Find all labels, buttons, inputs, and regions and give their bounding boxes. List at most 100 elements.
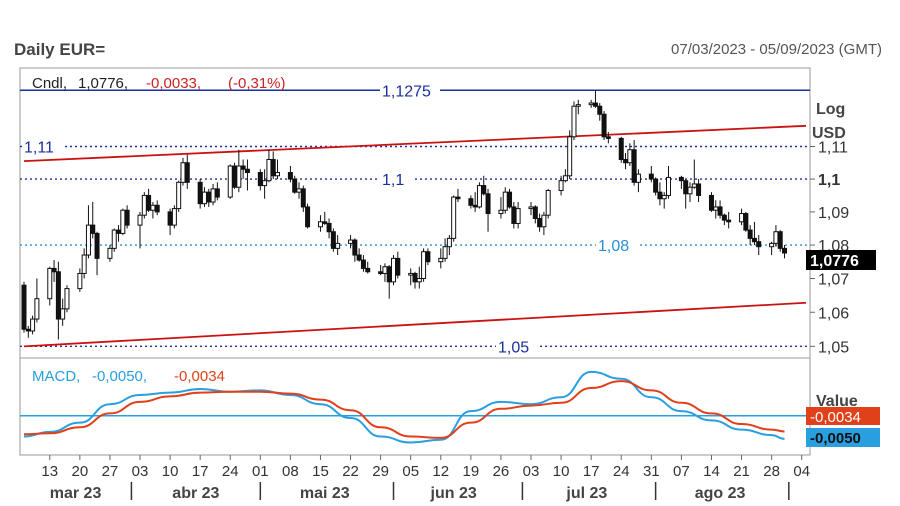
- candle: [30, 315, 36, 335]
- candle: [171, 205, 177, 229]
- candle-body: [85, 224, 91, 256]
- candlesticks[interactable]: [21, 90, 788, 340]
- legend-last: 1,0776,: [78, 75, 128, 92]
- candle: [120, 208, 126, 236]
- candle: [240, 159, 246, 180]
- candle: [232, 162, 238, 189]
- candle: [317, 215, 323, 232]
- candle-body: [167, 211, 173, 226]
- level-label-0: 1,1275: [382, 83, 431, 100]
- candle: [34, 278, 40, 323]
- x-tick-label-6: 24: [222, 463, 239, 480]
- candle-body: [661, 194, 667, 200]
- macd-legend-name: MACD,: [32, 368, 80, 385]
- candle: [94, 231, 100, 276]
- candle-body: [287, 172, 293, 180]
- trend-line-1: [23, 301, 807, 348]
- candle-body: [227, 165, 233, 198]
- candle-body: [756, 241, 762, 248]
- candle-body: [378, 271, 384, 274]
- candle-body: [326, 222, 332, 233]
- month-label-0: mar 23: [50, 485, 102, 502]
- candle: [666, 165, 672, 199]
- candle: [356, 248, 362, 262]
- date-range: 07/03/2023 - 05/09/2023 (GMT): [671, 41, 882, 58]
- candle: [90, 202, 96, 239]
- candle: [421, 248, 427, 282]
- candle: [498, 197, 504, 219]
- macd-badge-label: -0,0050: [810, 430, 861, 447]
- candle: [657, 182, 663, 206]
- x-tick-label-3: 03: [132, 463, 149, 480]
- candle: [360, 255, 366, 272]
- candle: [55, 261, 61, 340]
- candle-body: [201, 191, 207, 205]
- candle-body: [635, 173, 641, 183]
- candle: [197, 179, 203, 209]
- candle: [446, 235, 452, 256]
- candle-body: [210, 188, 216, 203]
- level-label-4: 1,05: [498, 339, 529, 356]
- candle-body: [305, 206, 311, 228]
- level-label-2: 1,1: [382, 172, 404, 189]
- candle: [683, 179, 689, 209]
- candle: [717, 200, 723, 219]
- candle-body: [146, 194, 152, 211]
- candle-body: [515, 208, 521, 224]
- month-label-1: abr 23: [172, 485, 219, 502]
- x-tick-label-18: 17: [583, 463, 600, 480]
- macd-panel-frame: [19, 357, 811, 456]
- candle-body: [206, 191, 212, 203]
- candle: [47, 266, 53, 306]
- candle-body: [605, 136, 611, 139]
- candle: [537, 213, 543, 232]
- candle: [150, 202, 156, 219]
- candle-body: [481, 185, 487, 195]
- candle: [81, 248, 87, 279]
- candle: [416, 266, 422, 289]
- candle: [605, 131, 611, 144]
- candle-body: [541, 214, 547, 228]
- candle-body: [683, 180, 689, 195]
- candle-body: [597, 105, 603, 115]
- candle: [618, 136, 624, 163]
- candle: [335, 235, 341, 256]
- candle: [721, 213, 727, 226]
- candle-body: [386, 266, 392, 283]
- candle-body: [485, 193, 491, 215]
- candle: [562, 169, 568, 183]
- candle-body: [236, 165, 242, 188]
- candle-body: [567, 136, 573, 177]
- candle: [21, 281, 27, 333]
- candle: [575, 99, 581, 115]
- candle: [631, 140, 637, 186]
- candle-body: [64, 288, 70, 310]
- legend-change-pct: (-0,31%): [228, 75, 286, 92]
- y-tick-label-4: 1,07: [818, 271, 849, 288]
- x-tick-label-15: 26: [493, 463, 510, 480]
- candle-body: [558, 180, 564, 192]
- candle: [77, 268, 83, 292]
- candle-body: [25, 328, 31, 332]
- x-tick-label-4: 10: [162, 463, 179, 480]
- candle: [451, 195, 457, 242]
- candle-body: [545, 190, 551, 216]
- candle-body: [455, 196, 461, 200]
- candle: [352, 238, 358, 262]
- candle: [773, 225, 779, 247]
- candle: [756, 235, 762, 256]
- candle: [378, 265, 384, 276]
- price-panel-frame: [19, 67, 811, 359]
- legend-series: Cndl,: [32, 75, 67, 92]
- candle-body: [90, 224, 96, 234]
- candle-body: [412, 272, 418, 283]
- x-tick-label-13: 12: [432, 463, 449, 480]
- candle: [382, 263, 388, 282]
- candle-body: [34, 298, 40, 320]
- axis-scale-label: Log: [816, 101, 845, 118]
- candle-body: [696, 183, 702, 196]
- candle-body: [451, 196, 457, 239]
- candle-body: [721, 214, 727, 221]
- macd-lines[interactable]: [20, 370, 810, 444]
